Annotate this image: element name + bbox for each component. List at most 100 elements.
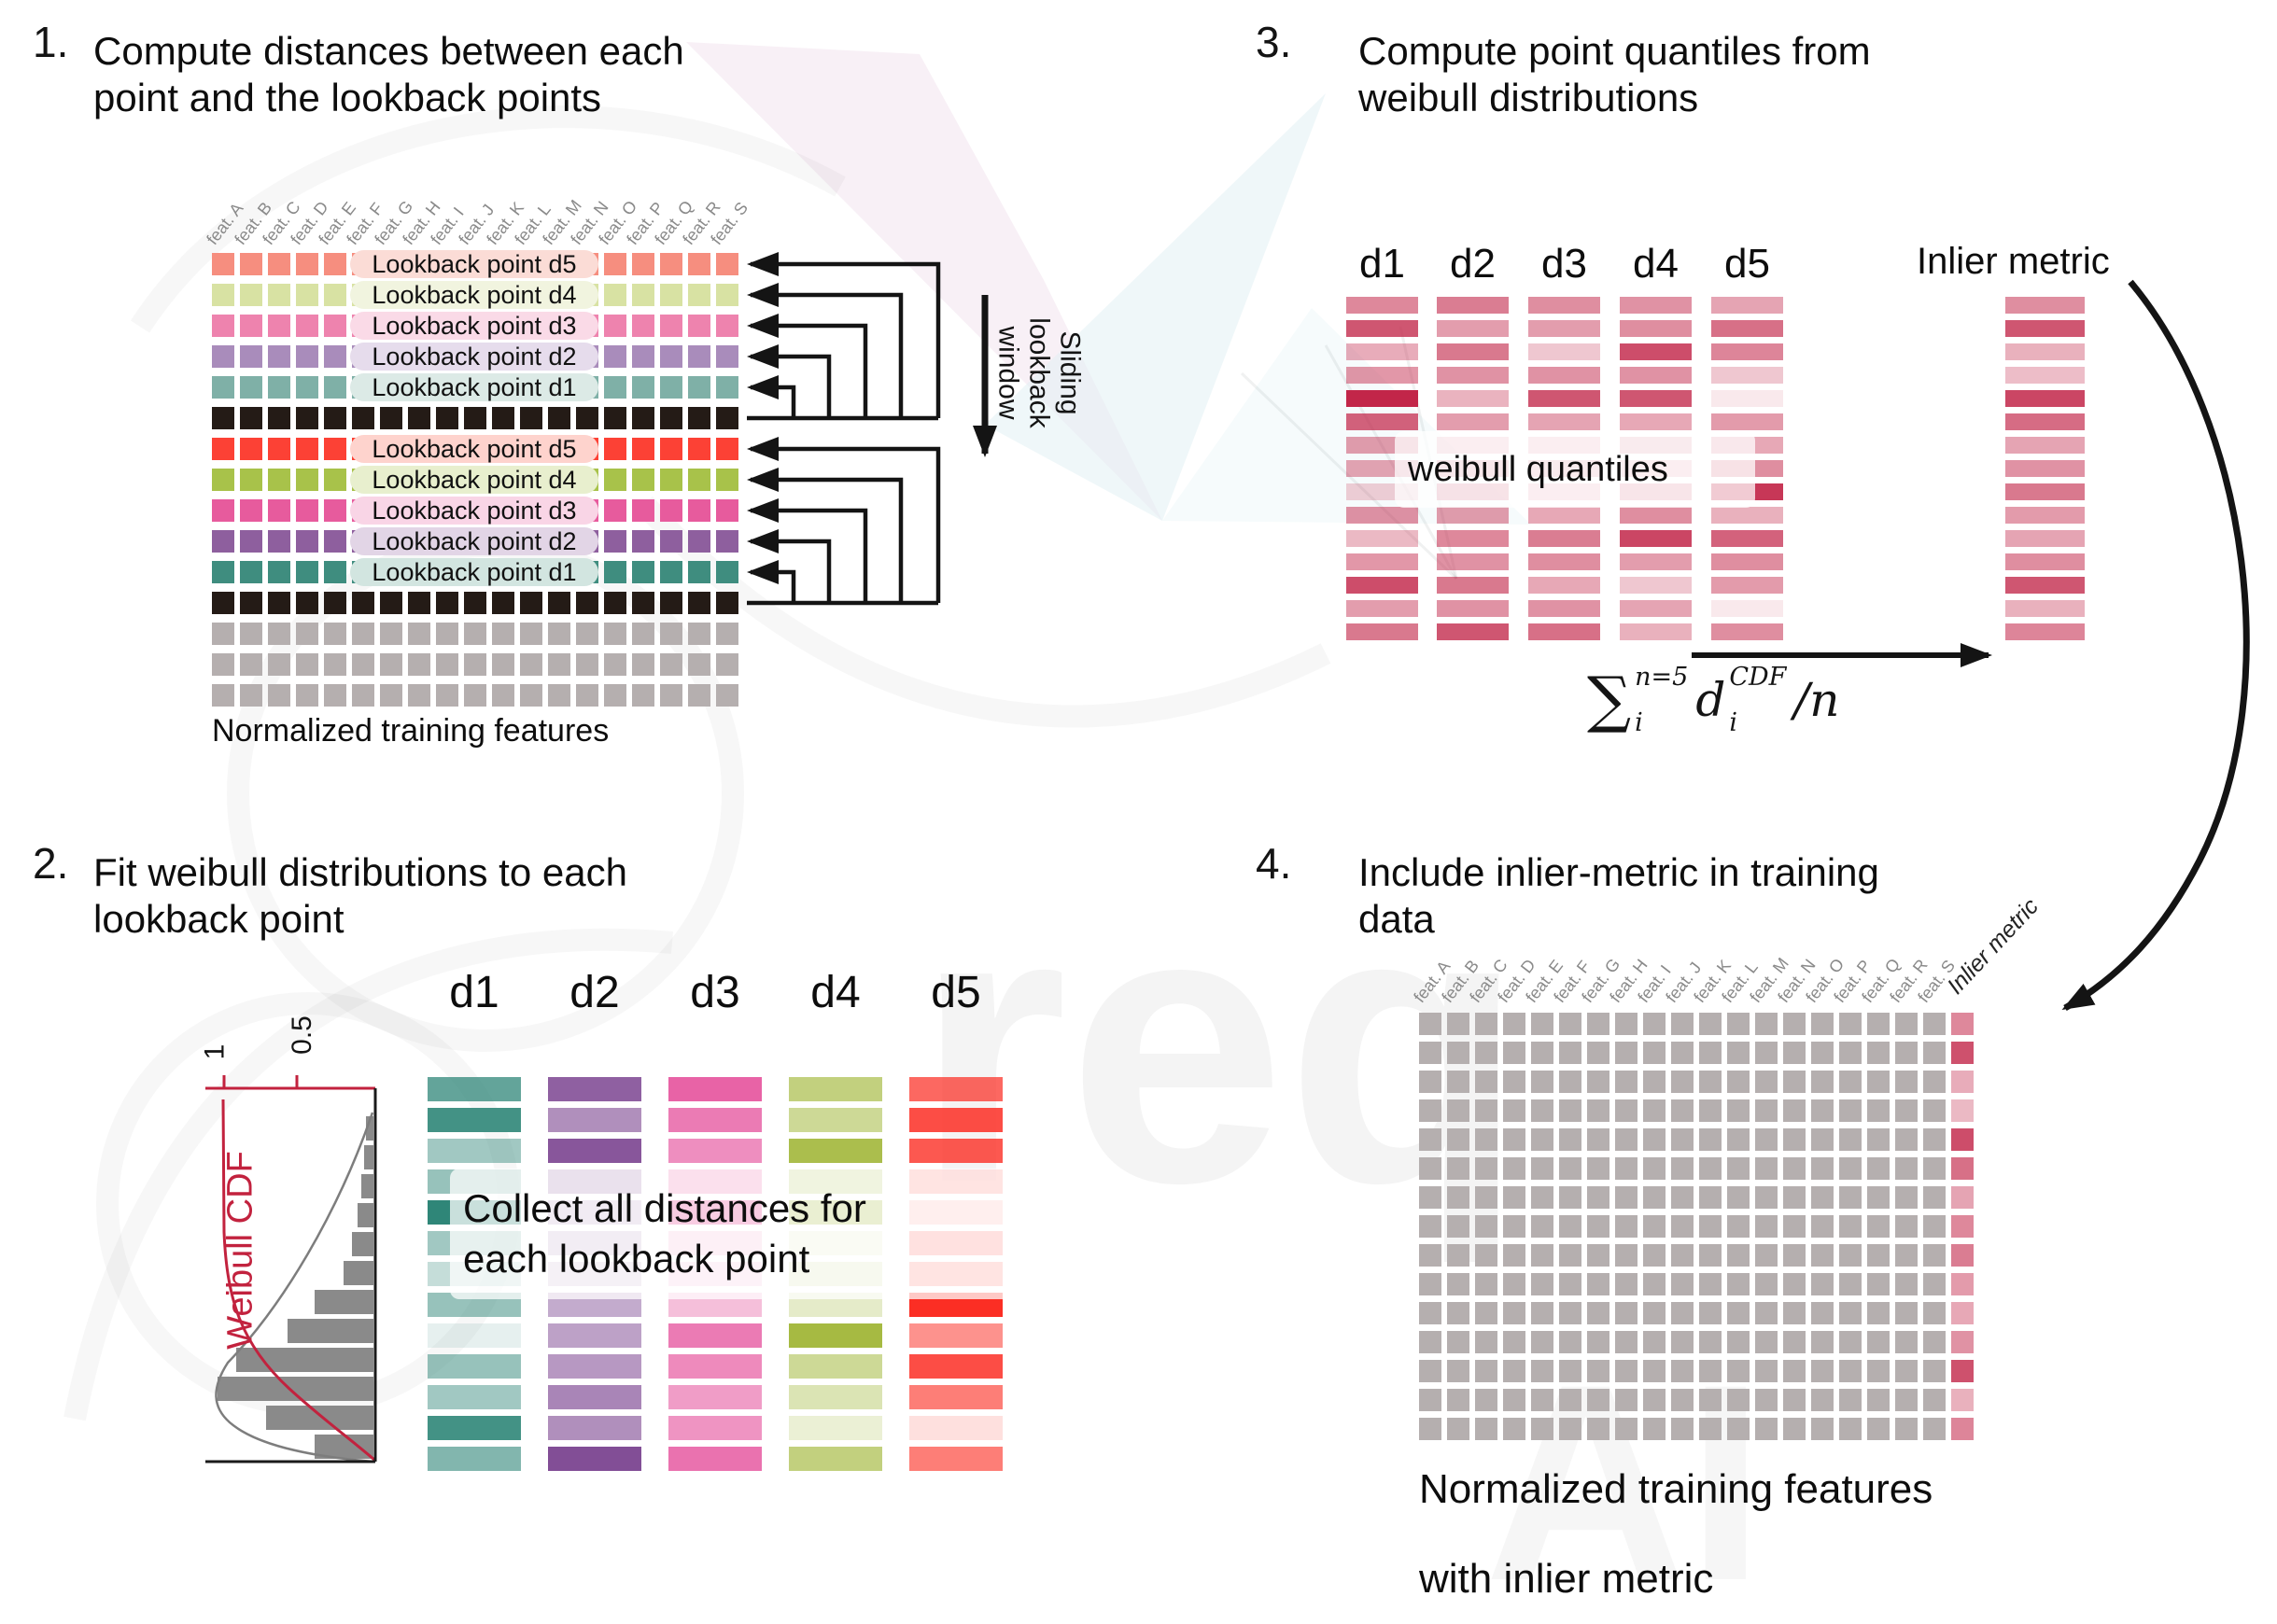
step3-col-header: d4 <box>1633 241 1679 287</box>
grid-cell <box>1559 1360 1581 1382</box>
grid-cell <box>1895 1302 1918 1324</box>
grid-cell <box>1727 1360 1750 1382</box>
grid-cell <box>1615 1013 1637 1035</box>
weibull-hist-bar <box>358 1203 373 1227</box>
grid-cell <box>1587 1331 1609 1353</box>
quantile-bar <box>1620 413 1692 430</box>
grid-cell <box>1531 1013 1553 1035</box>
grid-cell <box>212 315 234 337</box>
formula-sum-sub: i <box>1635 708 1643 737</box>
quantile-bar <box>1528 297 1600 314</box>
grid-cell <box>352 592 374 614</box>
grid-cell <box>1923 1418 1946 1440</box>
grid-cell <box>1839 1360 1862 1382</box>
grid-cell <box>576 653 598 676</box>
grid-cell <box>604 653 626 676</box>
grid-cell <box>1503 1099 1525 1122</box>
grid-cell <box>1839 1157 1862 1180</box>
formula-sum-scripts: n=5 i <box>1635 665 1688 735</box>
inlier-metric-cell <box>1951 1128 1974 1151</box>
quantile-bar <box>1437 343 1509 360</box>
grid-cell <box>1671 1013 1694 1035</box>
quantile-bar <box>1528 367 1600 384</box>
grid-cell <box>240 376 262 399</box>
grid-cell <box>1699 1360 1722 1382</box>
grid-cell <box>1503 1042 1525 1064</box>
grid-cell <box>1867 1215 1890 1238</box>
weibull-hist-bar <box>218 1377 373 1401</box>
grid-cell <box>1643 1157 1666 1180</box>
inlier-metric-header: Inlier metric <box>1917 241 2110 282</box>
grid-cell <box>240 684 262 707</box>
grid-cell <box>632 469 654 491</box>
grid-cell <box>1615 1418 1637 1440</box>
distance-bar <box>428 1108 521 1132</box>
grid-cell <box>1839 1071 1862 1093</box>
grid-cell <box>632 407 654 429</box>
grid-cell <box>1419 1128 1441 1151</box>
grid-cell <box>1783 1013 1806 1035</box>
grid-cell <box>660 376 682 399</box>
grid-cell <box>352 653 374 676</box>
quantile-bar <box>1437 600 1509 617</box>
grid-cell <box>240 592 262 614</box>
grid-cell <box>296 623 318 645</box>
grid-cell <box>296 284 318 306</box>
grid-cell <box>1923 1099 1946 1122</box>
inlier-metric-bar <box>2005 320 2085 337</box>
step3-overlay: weibull quantiles <box>1395 431 1755 508</box>
grid-cell <box>1559 1273 1581 1295</box>
grid-cell <box>1419 1186 1441 1209</box>
grid-cell <box>1475 1244 1497 1267</box>
grid-cell <box>660 653 682 676</box>
distance-bar <box>668 1077 762 1101</box>
weibull-hist-bar <box>361 1174 373 1198</box>
grid-cell <box>408 592 430 614</box>
grid-cell <box>1811 1418 1834 1440</box>
grid-cell <box>660 530 682 553</box>
grid-cell <box>1755 1331 1778 1353</box>
distance-bar <box>428 1354 521 1379</box>
grid-cell <box>716 469 738 491</box>
grid-cell <box>1699 1273 1722 1295</box>
quantile-bar <box>1620 367 1692 384</box>
inlier-metric-bar <box>2005 553 2085 570</box>
grid-cell <box>632 592 654 614</box>
grid-cell <box>352 407 374 429</box>
quantile-bar <box>1620 530 1692 547</box>
grid-cell <box>1559 1157 1581 1180</box>
sliding-lookback-window-label: Sliding lookback window <box>992 317 1086 428</box>
inlier-metric-cell <box>1951 1013 1974 1035</box>
grid-cell <box>1419 1013 1441 1035</box>
grid-cell <box>1699 1215 1722 1238</box>
grid-cell <box>1447 1389 1469 1411</box>
grid-cell <box>1671 1389 1694 1411</box>
grid-cell <box>1699 1128 1722 1151</box>
grid-cell <box>268 345 290 368</box>
grid-cell <box>1643 1215 1666 1238</box>
grid-cell <box>1867 1157 1890 1180</box>
grid-cell <box>1419 1360 1441 1382</box>
grid-cell <box>1503 1186 1525 1209</box>
grid-cell <box>548 623 570 645</box>
grid-cell <box>1615 1071 1637 1093</box>
quantile-bar <box>1437 320 1509 337</box>
grid-cell <box>1727 1244 1750 1267</box>
formula-divisor: /n <box>1793 673 1840 727</box>
step3-col-header: d1 <box>1359 241 1405 287</box>
quantile-bar <box>1711 297 1783 314</box>
grid-cell <box>1811 1042 1834 1064</box>
distance-bar <box>428 1139 521 1163</box>
grid-cell <box>268 315 290 337</box>
grid-cell <box>1811 1099 1834 1122</box>
quantile-bar <box>1711 600 1783 617</box>
grid-cell <box>1783 1389 1806 1411</box>
quantile-bar <box>1620 553 1692 570</box>
figure-canvas: { "watermark": { "text_req": "req", "tex… <box>33 18 2250 1602</box>
grid-cell <box>1839 1186 1862 1209</box>
grid-cell <box>240 315 262 337</box>
grid-cell <box>240 284 262 306</box>
grid-cell <box>492 407 514 429</box>
weibull-value-axis <box>205 1075 375 1090</box>
grid-cell <box>324 407 346 429</box>
